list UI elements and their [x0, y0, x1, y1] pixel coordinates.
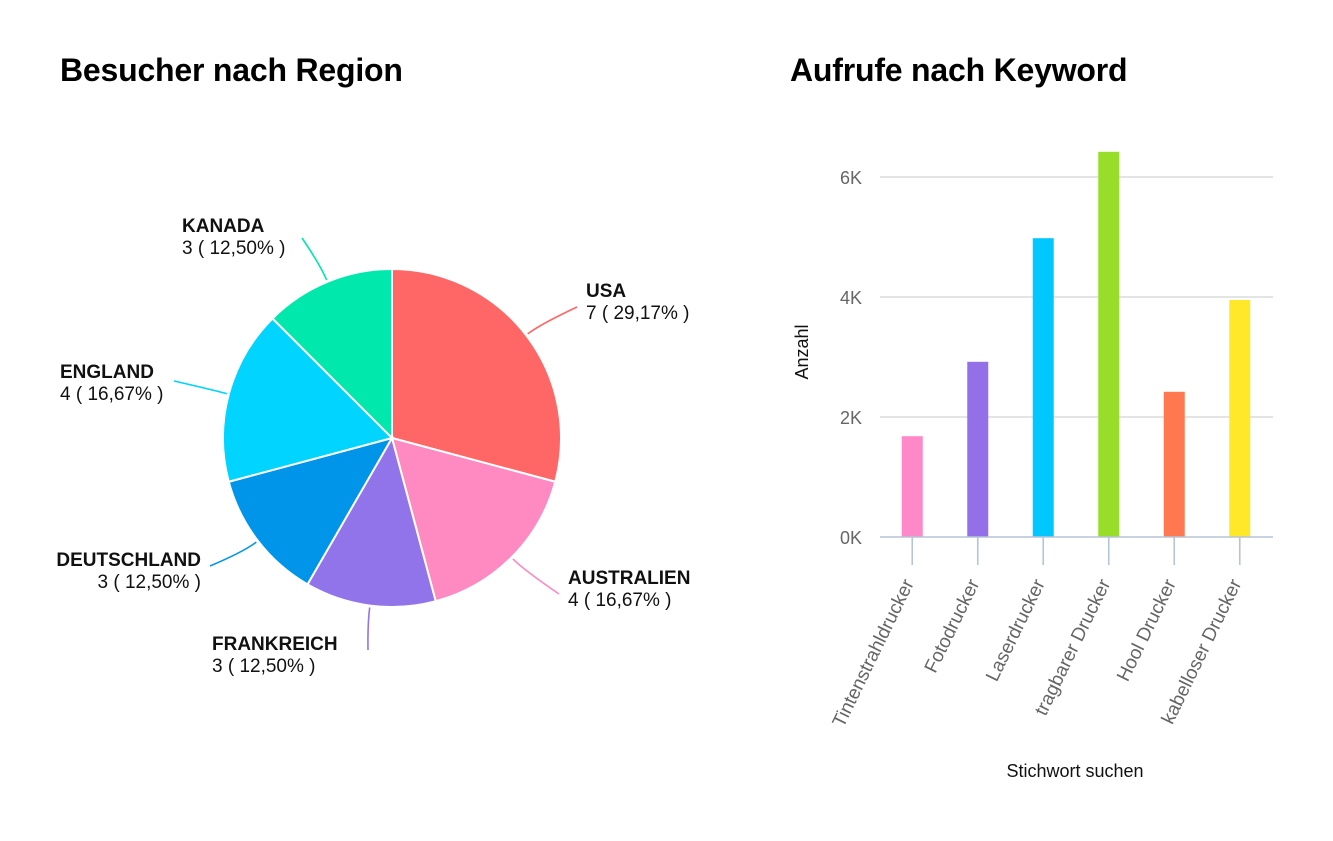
- leader-line-england: [173, 380, 228, 395]
- slice-label-frankreich: FRANKREICH: [212, 634, 338, 655]
- bar-kabelloser-drucker: [1229, 300, 1251, 537]
- pie-slice-kanada: [271, 267, 393, 441]
- slice-label-australien: AUSTRALIEN: [568, 568, 690, 589]
- x-axis-title: Stichwort suchen: [1006, 761, 1143, 781]
- slice-value-kanada: 3 ( 12,50% ): [182, 238, 286, 259]
- x-tick-label-fotodrucker: Fotodrucker: [921, 575, 985, 676]
- y-tick-label: 6K: [840, 168, 862, 188]
- y-tick-label: 0K: [840, 528, 862, 548]
- slice-label-england: ENGLAND: [60, 362, 154, 383]
- bar-hool-drucker: [1163, 391, 1185, 537]
- pie-slice-usa: [391, 267, 562, 483]
- leader-line-kanada: [301, 237, 328, 281]
- y-tick-label: 4K: [840, 288, 862, 308]
- pie-chart-title: Besucher nach Region: [60, 52, 403, 88]
- slice-value-england: 4 ( 16,67% ): [60, 384, 164, 405]
- bar-laserdrucker: [1032, 238, 1054, 537]
- y-tick-label: 2K: [840, 408, 862, 428]
- bar-tintenstrahldrucker: [901, 436, 923, 537]
- slice-value-usa: 7 ( 29,17% ): [586, 303, 690, 324]
- y-axis-title: Anzahl: [792, 324, 812, 379]
- x-tick-label-tintenstrahldrucker: Tintenstrahldrucker: [829, 575, 919, 730]
- bar-tragbarer-drucker: [1098, 151, 1120, 538]
- bar-chart-title: Aufrufe nach Keyword: [790, 52, 1128, 88]
- pie-slice-australien: [390, 436, 557, 603]
- leader-line-deutschland: [209, 541, 257, 567]
- slice-value-australien: 4 ( 16,67% ): [568, 590, 672, 611]
- x-tick-label-laserdrucker: Laserdrucker: [982, 575, 1050, 684]
- pie-slice-england: [222, 317, 394, 483]
- slice-label-deutschland: DEUTSCHLAND: [56, 550, 201, 571]
- pie-slice-frankreich: [306, 435, 437, 608]
- slice-value-frankreich: 3 ( 12,50% ): [212, 656, 316, 677]
- leader-line-usa: [527, 306, 578, 335]
- x-tick-label-hool-drucker: Hool Drucker: [1113, 575, 1181, 684]
- slice-label-kanada: KANADA: [182, 216, 265, 237]
- leader-line-australien: [512, 558, 560, 595]
- pie-slice-deutschland: [227, 436, 395, 586]
- bar-fotodrucker: [967, 361, 989, 537]
- leader-line-frankreich: [367, 607, 371, 651]
- slice-label-usa: USA: [586, 281, 626, 302]
- slice-value-deutschland: 3 ( 12,50% ): [98, 572, 202, 593]
